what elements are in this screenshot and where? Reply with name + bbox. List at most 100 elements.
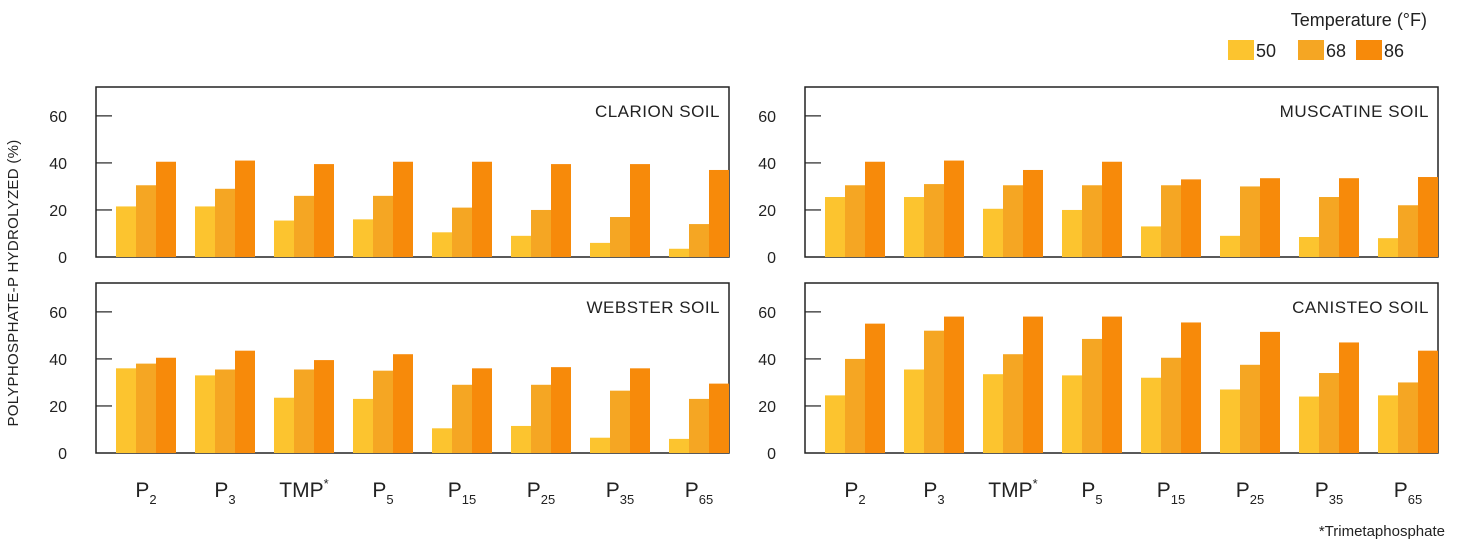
bar-68-P65 (1398, 382, 1418, 453)
bar-50-P5 (353, 219, 373, 257)
bar-86-P35 (1339, 178, 1359, 257)
bar-86-P15 (1181, 322, 1201, 453)
x-tick-label: P15 (1157, 479, 1185, 507)
y-tick-label: 60 (49, 109, 67, 126)
bar-86-P5 (1102, 161, 1122, 257)
bar-86-P2 (865, 323, 885, 453)
y-tick-label: 40 (49, 156, 67, 173)
bar-86-P5 (393, 354, 413, 453)
bar-68-TMP (1003, 354, 1023, 453)
panel-1: 0 20 40 60 CLARION SOIL (49, 86, 730, 267)
bar-50-P25 (511, 425, 531, 453)
bar-68-P25 (531, 209, 551, 257)
panel-2: 0 20 40 60 MUSCATINE SOIL (758, 86, 1439, 267)
x-tick-label: P2 (844, 479, 865, 507)
bar-68-P25 (1240, 186, 1260, 257)
bar-68-P25 (1240, 364, 1260, 453)
bar-68-P35 (1319, 197, 1339, 257)
bar-86-TMP (314, 164, 334, 257)
bar-50-P35 (1299, 396, 1319, 453)
footnote: *Trimetaphosphate (1319, 523, 1445, 540)
bar-86-P2 (156, 161, 176, 257)
bar-50-P25 (511, 235, 531, 257)
y-tick-label: 20 (49, 203, 67, 220)
panel-title: MUSCATINE SOIL (1280, 102, 1429, 121)
bar-68-P5 (1082, 338, 1102, 453)
bar-86-P35 (630, 368, 650, 453)
bar-68-P2 (845, 358, 865, 453)
bar-86-P35 (1339, 342, 1359, 453)
y-tick-label: 20 (758, 399, 776, 416)
bar-86-P35 (630, 164, 650, 257)
y-tick-label: 40 (758, 156, 776, 173)
y-tick-label: 0 (767, 446, 776, 463)
legend: Temperature (°F) 50 68 86 (1228, 10, 1427, 61)
x-tick-label: TMP* (279, 476, 328, 502)
bar-86-P15 (1181, 179, 1201, 257)
bar-50-P65 (1378, 395, 1398, 453)
bar-68-P15 (1161, 185, 1181, 257)
x-tick-label: P3 (214, 479, 235, 507)
bar-86-TMP (314, 360, 334, 453)
bar-68-P65 (689, 224, 709, 257)
bar-50-P35 (590, 242, 610, 257)
bar-50-TMP (274, 220, 294, 257)
bar-68-TMP (1003, 185, 1023, 257)
legend-label-50: 50 (1256, 41, 1276, 61)
x-tick-label: P3 (923, 479, 944, 507)
bar-50-P2 (116, 206, 136, 257)
bar-50-P2 (825, 197, 845, 257)
y-tick-label: 60 (758, 109, 776, 126)
bar-68-P35 (610, 390, 630, 453)
panel-4: 0 20 40 60 CANISTEO SOIL (758, 282, 1439, 463)
legend-swatch-50 (1228, 40, 1254, 60)
bar-86-P3 (235, 160, 255, 257)
bar-50-P25 (1220, 389, 1240, 453)
bar-50-P3 (904, 197, 924, 257)
bar-68-P2 (136, 363, 156, 453)
panels: 0 20 40 60 CLARION SOIL 0 20 40 60 MUSCATINE SOIL… (49, 86, 1439, 463)
bar-86-P5 (1102, 316, 1122, 453)
bar-86-P15 (472, 368, 492, 453)
bar-50-P35 (590, 437, 610, 453)
bar-50-P2 (825, 395, 845, 453)
bar-50-P15 (432, 428, 452, 453)
bar-50-P3 (904, 369, 924, 453)
bar-86-P25 (1260, 178, 1280, 257)
bar-68-P5 (1082, 185, 1102, 257)
y-tick-label: 0 (767, 250, 776, 267)
legend-label-86: 86 (1384, 41, 1404, 61)
y-axis-label: POLYPHOSPHATE-P HYDROLYZED (%) (5, 139, 22, 426)
x-tick-label: P15 (448, 479, 476, 507)
bar-50-P35 (1299, 237, 1319, 257)
bar-68-P65 (1398, 205, 1418, 257)
bar-68-P15 (1161, 357, 1181, 453)
bar-86-P65 (709, 169, 729, 257)
legend-swatch-68 (1298, 40, 1324, 60)
x-tick-label: P5 (372, 479, 393, 507)
bar-50-P3 (195, 206, 215, 257)
category-labels: P2 P3 TMP* P5 P15 P25 P35 P65 P2 P3 TMP* P5 P15 P25 P3… (135, 476, 1422, 507)
bar-50-TMP (983, 374, 1003, 453)
bar-50-TMP (274, 397, 294, 453)
bar-50-P15 (1141, 377, 1161, 453)
bar-50-P5 (353, 398, 373, 453)
panel-title: WEBSTER SOIL (586, 298, 720, 317)
bar-86-P65 (1418, 350, 1438, 453)
x-tick-label: P35 (606, 479, 634, 507)
bar-68-P3 (924, 184, 944, 257)
bar-86-P3 (944, 316, 964, 453)
panel-title: CLARION SOIL (595, 102, 720, 121)
y-tick-label: 0 (58, 446, 67, 463)
bar-86-P15 (472, 161, 492, 257)
bar-50-TMP (983, 208, 1003, 257)
y-tick-label: 40 (758, 352, 776, 369)
x-tick-label: TMP* (988, 476, 1037, 502)
legend-title: Temperature (°F) (1291, 10, 1427, 30)
legend-label-68: 68 (1326, 41, 1346, 61)
x-tick-label: P65 (685, 479, 713, 507)
panel-title: CANISTEO SOIL (1292, 298, 1429, 317)
bar-50-P3 (195, 375, 215, 453)
bar-68-P2 (845, 185, 865, 257)
